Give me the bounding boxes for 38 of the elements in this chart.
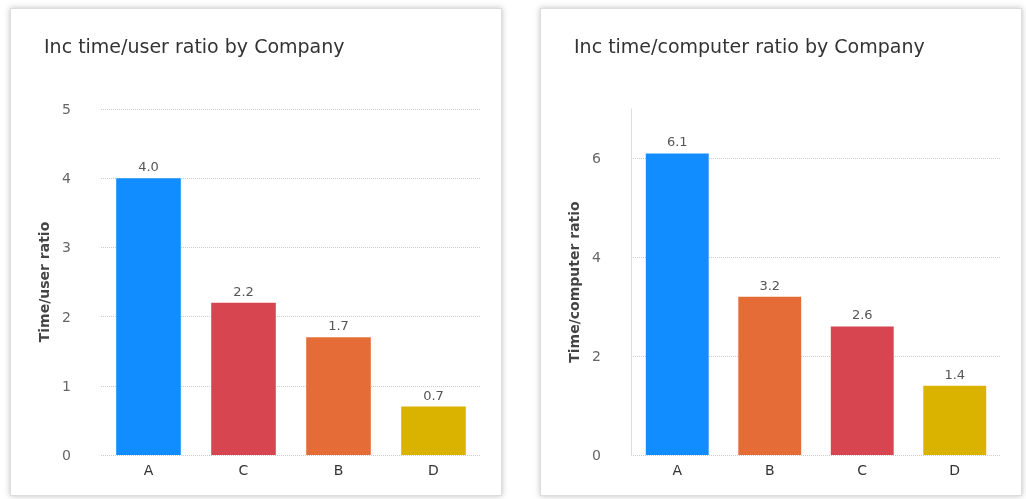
data-label: 3.2 (759, 277, 781, 293)
data-label: 1.4 (944, 366, 966, 382)
bar (306, 337, 371, 455)
y-axis-title: Time/user ratio (36, 221, 53, 343)
data-label: 2.6 (851, 307, 873, 323)
data-label: 1.7 (328, 318, 349, 334)
bar (116, 178, 181, 455)
bar (211, 302, 276, 455)
data-label: 6.1 (666, 134, 688, 150)
bar (830, 326, 894, 455)
bar (923, 385, 987, 455)
data-label: 4.0 (138, 159, 159, 175)
y-tick-label: 3 (62, 239, 71, 256)
x-tick-label: C (238, 462, 249, 478)
y-tick-label: 4 (592, 249, 602, 266)
y-tick-label: 1 (62, 377, 71, 394)
y-tick-label: 0 (592, 447, 601, 463)
bar (645, 153, 709, 455)
y-tick-label: 2 (592, 348, 601, 365)
data-label: 2.2 (233, 283, 254, 299)
y-tick-label: 5 (62, 101, 71, 117)
x-tick-label: C (857, 462, 868, 478)
x-tick-label: D (949, 462, 961, 478)
chart-title: Inc time/user ratio by Company (44, 34, 345, 57)
x-tick-label: A (672, 462, 683, 478)
chart-title: Inc time/computer ratio by Company (574, 34, 925, 57)
x-tick-label: D (428, 462, 439, 478)
x-tick-label: B (764, 462, 775, 478)
y-tick-label: 6 (592, 150, 602, 167)
y-tick-label: 2 (62, 308, 71, 325)
bar (738, 296, 802, 455)
x-tick-label: B (333, 462, 344, 478)
x-tick-label: A (143, 462, 154, 478)
bar (401, 406, 466, 455)
y-axis-title: Time/computer ratio (566, 200, 583, 363)
y-tick-label: 4 (62, 170, 72, 187)
y-tick-label: 0 (62, 447, 71, 463)
data-label: 0.7 (423, 387, 444, 403)
